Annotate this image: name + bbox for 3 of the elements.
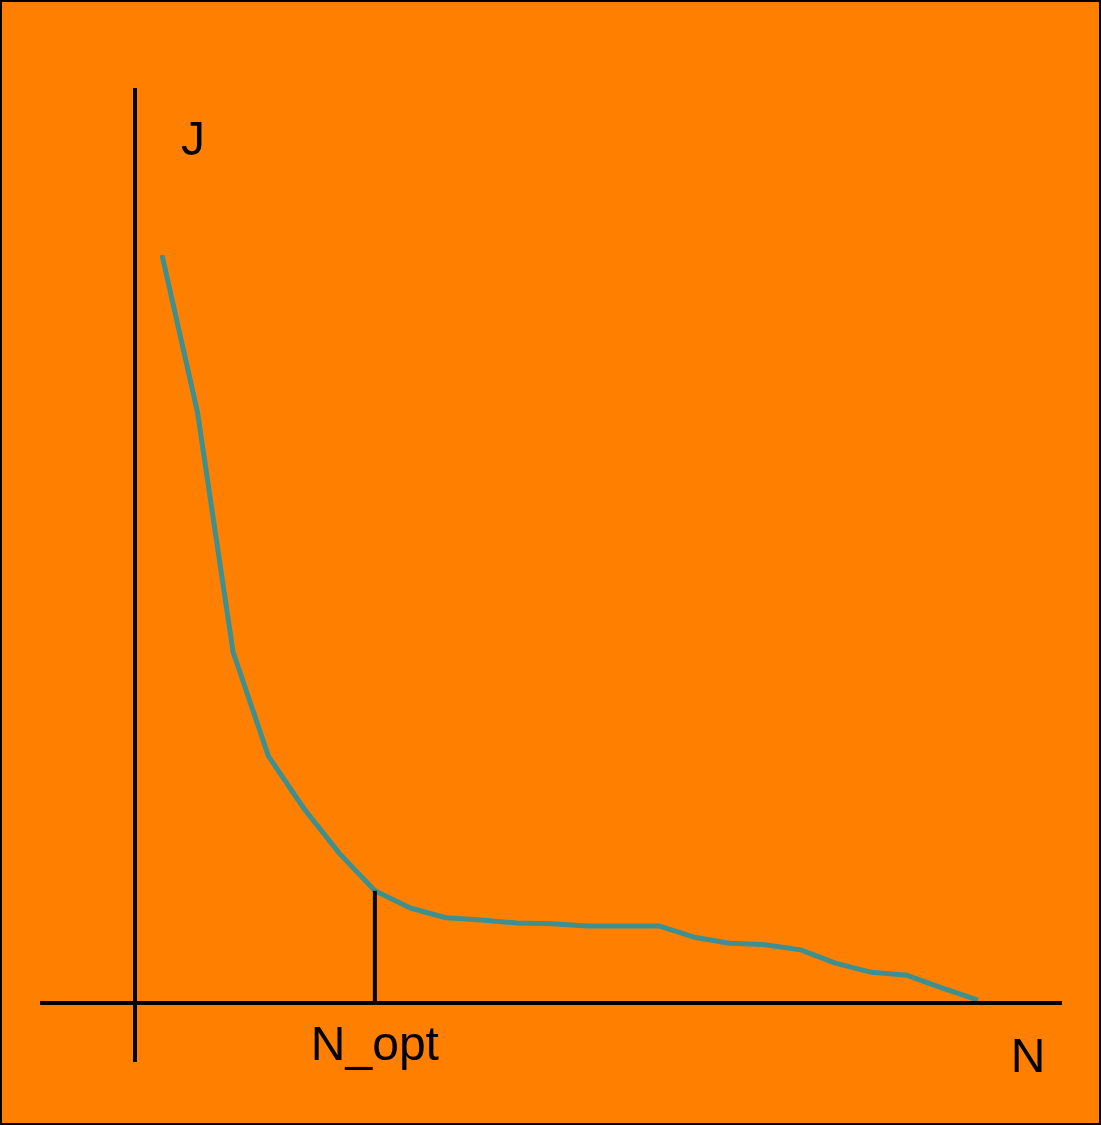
annotation: N_opt: [310, 1017, 439, 1071]
y-axis-title: J: [181, 112, 205, 166]
x-axis-title: N: [1010, 1029, 1046, 1083]
